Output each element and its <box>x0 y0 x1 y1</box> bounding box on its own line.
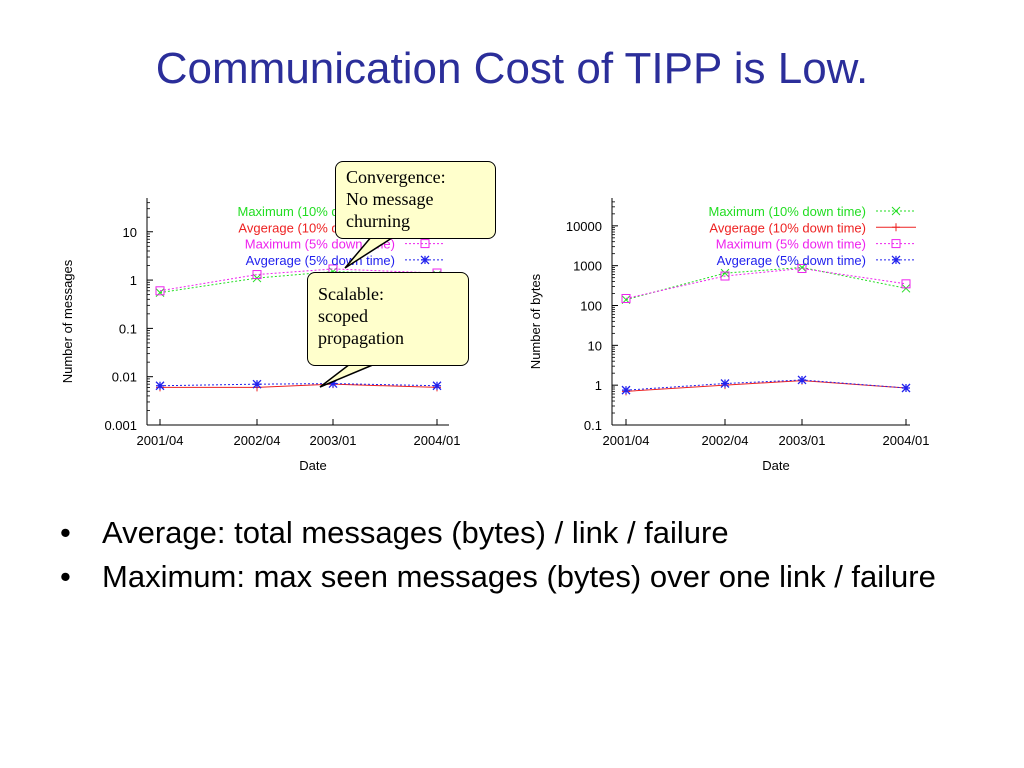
data-point <box>621 293 631 303</box>
x-tick-label: 2004/01 <box>883 433 930 448</box>
data-point <box>891 255 901 265</box>
y-tick-label: 0.1 <box>119 321 137 336</box>
y-tick-label: 10000 <box>566 219 602 234</box>
y-tick-label: 1 <box>130 273 137 288</box>
y-tick-label: 0.1 <box>584 418 602 433</box>
bullet-item: Maximum: max seen messages (bytes) over … <box>60 558 990 596</box>
callout-line: scoped <box>318 306 368 326</box>
data-point <box>432 381 442 391</box>
data-point <box>797 263 807 273</box>
data-point <box>901 279 911 289</box>
callout-line: No message <box>346 189 434 209</box>
callout-convergence: Convergence: No message churning <box>335 161 496 239</box>
data-point <box>420 255 430 265</box>
legend-entry: Avgerage (5% down time) <box>717 253 866 268</box>
x-tick-label: 2004/01 <box>414 433 461 448</box>
series-line <box>159 271 438 294</box>
x-tick-label: 2001/04 <box>603 433 650 448</box>
data-point <box>891 239 901 249</box>
x-tick-label: 2003/01 <box>779 433 826 448</box>
x-axis-label: Date <box>762 458 789 473</box>
callout-scalable: Scalable: scoped propagation <box>307 272 469 366</box>
data-point <box>720 271 730 281</box>
data-point <box>252 379 262 389</box>
y-tick-label: 100 <box>580 299 602 314</box>
x-tick-label: 2002/04 <box>702 433 749 448</box>
y-tick-label: 10 <box>588 338 602 353</box>
data-point <box>155 286 165 296</box>
series-line <box>160 383 438 388</box>
legend-entry: Maximum (5% down time) <box>245 237 395 252</box>
data-point <box>891 206 901 216</box>
series-line <box>159 268 438 292</box>
slide-title: Communication Cost of TIPP is Low. <box>155 44 869 93</box>
callout-line: churning <box>346 211 410 231</box>
bullet-list: Average: total messages (bytes) / link /… <box>60 514 990 602</box>
series-line <box>159 383 438 387</box>
data-point <box>328 379 338 389</box>
x-tick-label: 2002/04 <box>234 433 281 448</box>
data-point <box>155 381 165 391</box>
data-point <box>797 375 807 385</box>
data-point <box>252 270 262 280</box>
bullet-item: Average: total messages (bytes) / link /… <box>60 514 990 552</box>
data-point <box>420 239 430 249</box>
x-axis-label: Date <box>299 458 326 473</box>
x-tick-label: 2003/01 <box>310 433 357 448</box>
data-point <box>901 383 911 393</box>
series-line <box>625 379 907 391</box>
y-tick-label: 1 <box>595 378 602 393</box>
legend-entry: Avgerage (10% down time) <box>709 220 866 235</box>
y-tick-label: 0.001 <box>104 418 137 433</box>
y-tick-label: 1000 <box>573 259 602 274</box>
data-point <box>621 385 631 395</box>
y-axis-label: Number of messages <box>60 259 75 383</box>
callout-line: Scalable: <box>318 284 384 304</box>
y-tick-label: 10 <box>123 225 137 240</box>
series-line <box>625 266 907 301</box>
callout-line: Convergence: <box>346 167 446 187</box>
y-axis-label: Number of bytes <box>528 273 543 369</box>
data-point <box>892 223 900 232</box>
callout-line: propagation <box>318 328 404 348</box>
legend-entry: Maximum (10% down time) <box>709 204 867 219</box>
x-tick-label: 2001/04 <box>137 433 184 448</box>
legend-entry: Maximum (5% down time) <box>716 237 866 252</box>
series-line <box>625 267 907 299</box>
data-point <box>720 379 730 388</box>
y-tick-label: 0.01 <box>112 370 137 385</box>
